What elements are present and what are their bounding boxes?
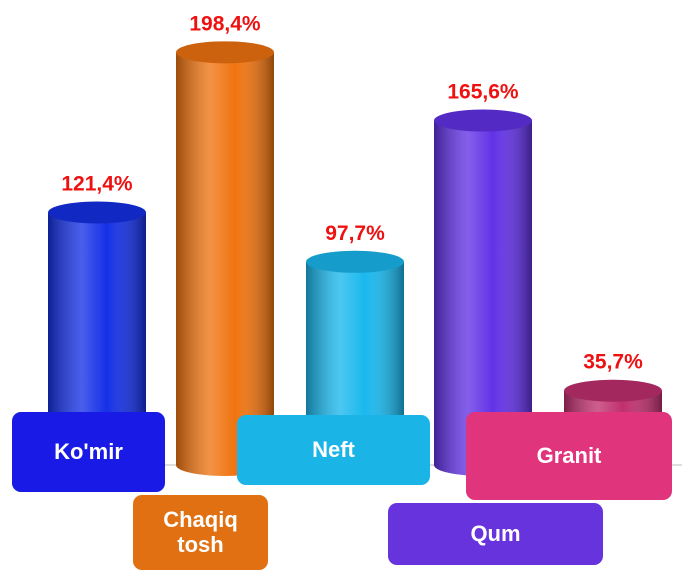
bar-top-shade [48,201,146,224]
bar-top [434,109,532,132]
data-label: 35,7% [583,351,643,374]
bar-top [306,250,404,273]
category-label: Neft [237,415,430,485]
bar-top-shade [306,250,404,273]
category-label: Ko'mir [12,412,165,492]
bar-top-shade [176,41,274,64]
category-label: Chaqiq tosh [133,495,268,570]
data-label: 121,4% [61,172,133,195]
bar-top [48,201,146,224]
bar-shade [434,120,532,465]
bar-top-shade [564,379,662,402]
data-label: 97,7% [325,222,385,245]
category-label: Granit [466,412,672,500]
bar-top [564,379,662,402]
bar-top [176,41,274,64]
data-label: 165,6% [447,81,519,104]
bar-top-shade [434,109,532,132]
bar-shade [176,52,274,465]
category-label: Qum [388,503,603,565]
data-label: 198,4% [189,12,261,35]
